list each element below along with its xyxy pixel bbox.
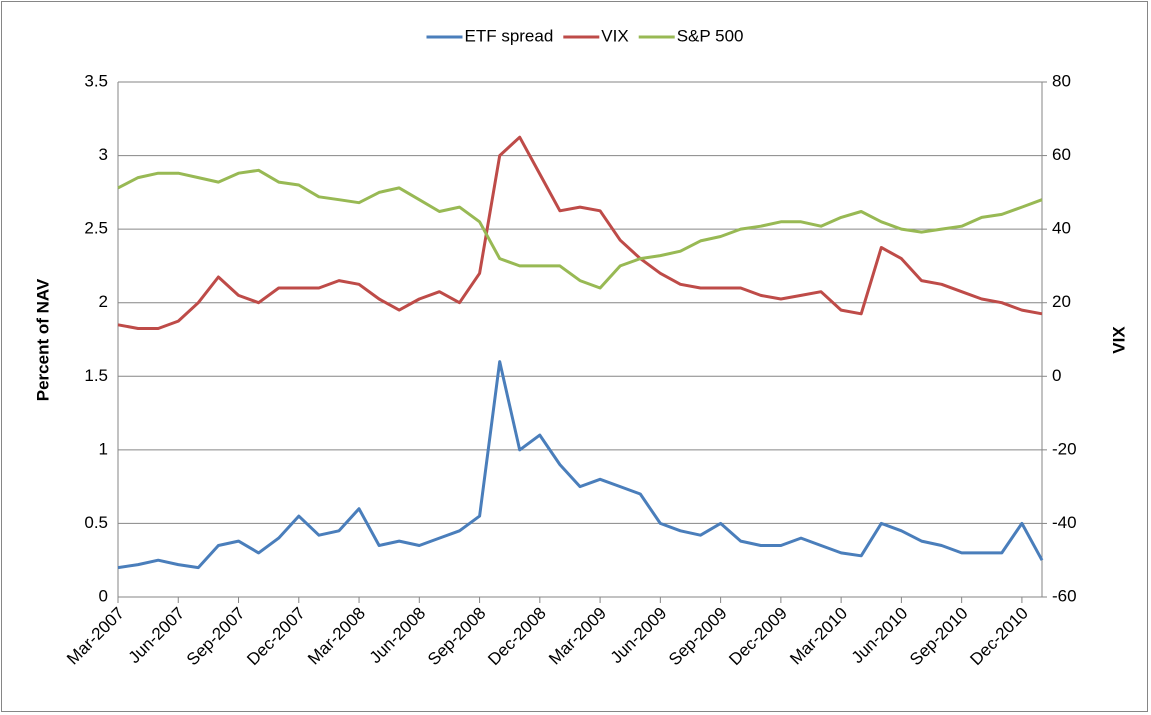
y2-tick-label: -60 <box>1052 586 1077 605</box>
series-line <box>117 168 1043 290</box>
y2-tick-label: 0 <box>1052 366 1061 385</box>
series-line <box>117 360 1044 570</box>
legend-label: VIX <box>601 26 628 45</box>
y-tick-label: 1 <box>99 439 108 458</box>
y2-tick-label: -40 <box>1052 513 1077 532</box>
y-tick-label: 0 <box>99 586 108 605</box>
y-tick-label: 3.5 <box>84 71 108 90</box>
y-tick-label: 1.5 <box>84 366 108 385</box>
y-axis-title: Percent of NAV <box>33 278 52 401</box>
legend-label: ETF spread <box>464 26 553 45</box>
y2-tick-label: 40 <box>1052 219 1071 238</box>
y2-tick-label: 60 <box>1052 145 1071 164</box>
y-tick-label: 2.5 <box>84 219 108 238</box>
y2-tick-label: 80 <box>1052 71 1071 90</box>
y2-tick-label: 20 <box>1052 292 1071 311</box>
y-tick-label: 3 <box>99 145 108 164</box>
y2-tick-label: -20 <box>1052 439 1077 458</box>
series-line <box>117 135 1043 330</box>
y-tick-label: 2 <box>99 292 108 311</box>
legend-label: S&P 500 <box>677 26 744 45</box>
y2-axis-title: VIX <box>1109 326 1128 354</box>
y-tick-label: 0.5 <box>84 513 108 532</box>
